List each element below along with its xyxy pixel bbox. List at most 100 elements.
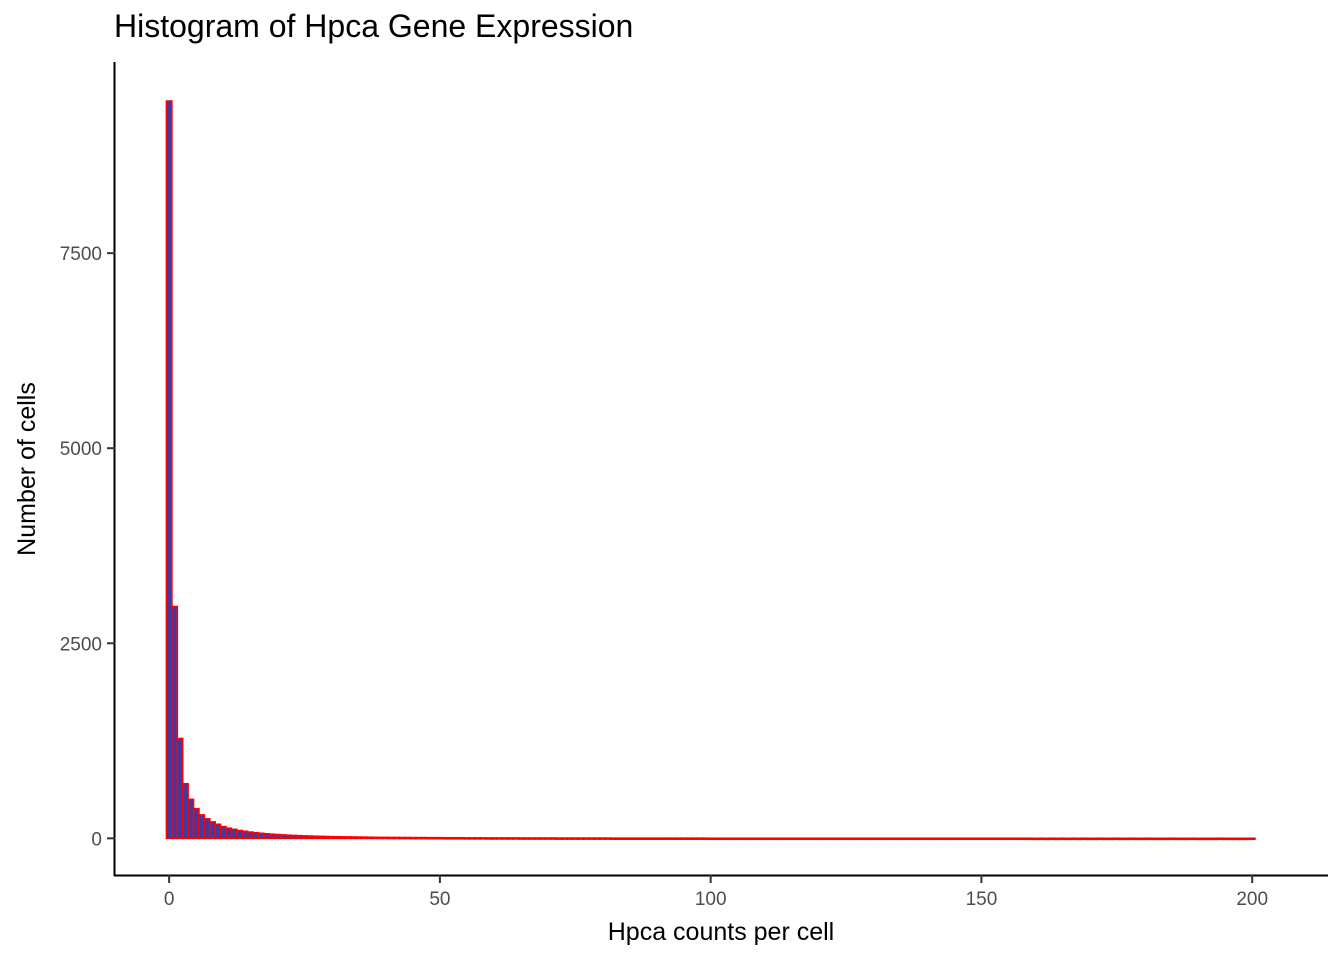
histogram-bar	[295, 834, 303, 840]
histogram-bar	[609, 837, 617, 840]
histogram-bar	[474, 837, 482, 840]
histogram-bar	[658, 837, 666, 840]
histogram-bar	[636, 837, 644, 840]
histogram-bar	[550, 837, 558, 840]
histogram-bar	[360, 836, 368, 840]
histogram-bar	[1032, 837, 1040, 841]
histogram-bar	[1097, 837, 1105, 841]
histogram-bar	[382, 836, 390, 840]
histogram-bar	[1107, 837, 1115, 841]
histogram-bar	[436, 836, 444, 840]
histogram-bar	[847, 837, 855, 841]
y-tick-label: 7500	[60, 244, 102, 265]
histogram-bar	[1086, 837, 1094, 841]
histogram-bar	[1156, 837, 1164, 841]
histogram-bar	[225, 827, 233, 840]
histogram-bar	[1227, 837, 1235, 841]
histogram-bar	[712, 837, 720, 841]
histogram-bar	[479, 837, 487, 840]
histogram-bar	[290, 834, 298, 840]
histogram-bar	[1080, 837, 1088, 841]
histogram-bar	[680, 837, 688, 840]
histogram-bar	[907, 837, 915, 841]
histogram-bar	[723, 837, 731, 841]
histogram-bar	[1010, 837, 1018, 841]
histogram-bar	[669, 837, 677, 840]
histogram-bar	[1004, 837, 1013, 841]
histogram-bar	[284, 834, 292, 840]
histogram-bar	[1069, 837, 1077, 841]
histogram-bar	[230, 828, 238, 840]
histogram-bar	[837, 837, 845, 841]
histogram-bar	[1059, 837, 1067, 841]
histogram-bar	[793, 837, 801, 841]
y-axis-ticks: 0 2500 5000 7500	[60, 244, 115, 850]
histogram-bar	[333, 835, 341, 840]
histogram-bar	[690, 837, 698, 840]
histogram-bar	[994, 837, 1002, 841]
histogram-bar	[544, 837, 552, 840]
x-axis-title: Hpca counts per cell	[608, 918, 835, 946]
histogram-bar	[588, 837, 596, 840]
histogram-bar	[1189, 837, 1197, 841]
histogram-bar	[929, 837, 937, 841]
histogram-bar	[961, 837, 969, 841]
histogram-bar	[1113, 837, 1121, 841]
histogram-bar	[398, 836, 406, 840]
histogram-bar	[501, 837, 509, 840]
histogram-bar	[1015, 837, 1023, 841]
histogram-bar	[1210, 837, 1218, 841]
x-tick-label: 100	[695, 889, 727, 910]
x-tick-label: 150	[966, 889, 998, 910]
histogram-bar	[896, 837, 904, 841]
histogram-bar	[1221, 837, 1229, 841]
histogram-bar	[782, 837, 790, 841]
histogram-bar	[902, 837, 910, 841]
histogram-bar	[853, 837, 861, 841]
histogram-bar	[192, 807, 200, 840]
histogram-bar	[631, 837, 639, 840]
histogram-bar	[322, 835, 330, 840]
histogram-bar	[252, 831, 260, 840]
histogram-bar	[328, 835, 336, 840]
histogram-bar	[934, 837, 942, 841]
histogram-bar	[625, 837, 633, 840]
histogram-bar	[1178, 837, 1186, 841]
histogram-bar	[1037, 837, 1045, 841]
histogram-bar	[766, 837, 774, 841]
histogram-bar	[344, 836, 352, 840]
histogram-bar	[804, 837, 812, 841]
histogram-bar	[739, 837, 747, 841]
histogram-bar	[349, 836, 357, 840]
histogram-bar	[171, 605, 179, 840]
histogram-bar	[1237, 837, 1245, 841]
histogram-bar	[674, 837, 682, 840]
histogram-bar	[1248, 837, 1256, 841]
histogram-bar	[918, 837, 926, 841]
histogram-bar	[203, 818, 211, 840]
histogram-bar	[187, 798, 195, 840]
histogram-bar	[485, 837, 493, 840]
histogram-bar	[685, 837, 693, 840]
histogram-bar	[539, 837, 547, 840]
histogram-bar	[598, 837, 606, 840]
histogram-bar	[642, 837, 650, 840]
histogram-bar	[977, 837, 985, 841]
histogram-bar	[441, 836, 449, 840]
histogram-bar	[1145, 837, 1153, 841]
histogram-bar	[1232, 837, 1240, 841]
histogram-bar	[875, 837, 883, 841]
histogram-bar	[181, 782, 189, 840]
histogram-bar	[311, 835, 319, 840]
histogram-bar	[371, 836, 379, 840]
histogram-bar	[799, 837, 807, 841]
histogram-bar	[393, 836, 401, 840]
histogram-bar	[376, 836, 384, 840]
histogram-bars	[165, 100, 1256, 841]
histogram-bar	[1124, 837, 1132, 841]
histogram-bar	[777, 837, 785, 841]
histogram-bar	[701, 837, 709, 840]
histogram-bar	[1140, 837, 1148, 841]
histogram-bar	[490, 837, 498, 840]
